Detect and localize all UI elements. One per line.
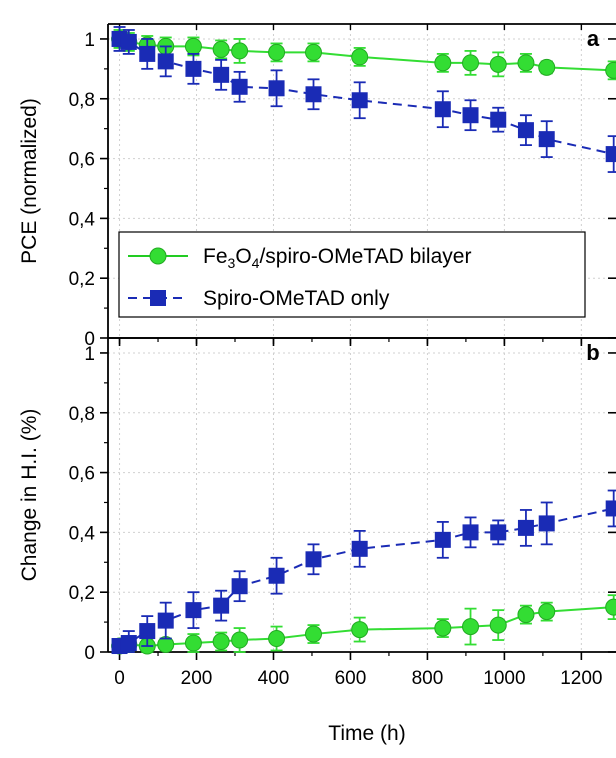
- panel-a-bilayer-point: [184, 37, 202, 55]
- chart-legend: Fe3O4/spiro-OMeTAD bilayer Spiro-OMeTAD …: [118, 231, 586, 318]
- panel-b-bilayer-point: [305, 625, 323, 643]
- panel-a-spiro-point: [538, 131, 555, 148]
- panel-a-spiro-point: [213, 66, 230, 83]
- panel-a-spiro-point: [157, 53, 174, 70]
- panel-a-spiro-point: [490, 111, 507, 128]
- panel-a-spiro-point: [605, 146, 616, 163]
- panel-b-ytick-label: 0,8: [69, 404, 95, 425]
- panel-a-spiro-point: [434, 101, 451, 118]
- panel-b-spiro-point: [213, 597, 230, 614]
- panel-a-bilayer-point: [434, 54, 452, 72]
- panel-a-bilayer-point: [212, 40, 230, 58]
- legend-spiro-label: Spiro-OMeTAD only: [203, 287, 390, 310]
- panel-b-bilayer-point: [212, 633, 230, 651]
- panel-a-bilayer-point: [462, 54, 480, 72]
- panel-b-xtick-label: 600: [335, 668, 367, 689]
- panel-b-spiro-point: [462, 524, 479, 541]
- panel-a-bilayer-point: [538, 58, 556, 76]
- panel-b-spiro-point: [157, 612, 174, 629]
- panel-b-bilayer-point: [351, 621, 369, 639]
- panel-a-bilayer-point: [305, 43, 323, 61]
- panel-a-spiro-point: [185, 60, 202, 77]
- legend-bilayer-label: Fe3O4/spiro-OMeTAD bilayer: [203, 245, 471, 271]
- panel-b-bilayer-point: [517, 606, 535, 624]
- panel-b-xtick-label: 0: [114, 668, 125, 689]
- panel-b-bilayer-point: [538, 603, 556, 621]
- panel-b-spiro-point: [434, 531, 451, 548]
- panel-a-spiro-point: [139, 45, 156, 62]
- panel-b-spiro-point: [268, 567, 285, 584]
- panel-b-bilayer-line: [119, 606, 614, 648]
- panel-b-spiro-point: [305, 551, 322, 568]
- panel-b-ylabel: Change in H.I. (%): [18, 409, 41, 582]
- panel-a-ytick-label: 0,6: [69, 150, 95, 171]
- panel-a-ylabel: PCE (normalized): [18, 98, 41, 264]
- panel-a-bilayer-point: [268, 43, 286, 61]
- legend-bilayer-sub4: 4: [252, 255, 260, 271]
- panel-b-label: b: [586, 340, 599, 365]
- panel-a-spiro-point: [305, 86, 322, 103]
- panel-b-spiro-line: [119, 507, 614, 647]
- panel-a-ytick-label: 0: [84, 329, 95, 350]
- panel-a-spiro-point: [462, 107, 479, 124]
- panel-a-bilayer-line: [119, 38, 614, 72]
- panel-b-ytick-label: 1: [84, 344, 95, 365]
- legend-bilayer-fe: Fe: [203, 245, 228, 268]
- panel-a-spiro-point: [120, 33, 137, 50]
- legend-spiro-marker: [150, 290, 166, 306]
- panel-a-spiro-point: [268, 80, 285, 97]
- panel-a-ytick-label: 1: [84, 30, 95, 51]
- legend-frame: [118, 231, 586, 318]
- panel-a-label: a: [587, 26, 600, 51]
- panel-b-xtick-label: 1000: [483, 668, 525, 689]
- panel-a-bilayer-point: [231, 42, 249, 60]
- panel-a-spiro-point: [517, 122, 534, 139]
- panel-a-spiro-line: [119, 38, 614, 156]
- panel-b-spiro-point: [517, 519, 534, 536]
- legend-bilayer-sub3: 3: [228, 255, 236, 271]
- panel-a-spiro-point: [231, 78, 248, 95]
- panel-b-bilayer-point: [462, 618, 480, 636]
- panel-b-ytick-label: 0,4: [69, 523, 96, 544]
- legend-bilayer-o: O: [235, 245, 251, 268]
- panel-a-ytick-label: 0,4: [69, 209, 96, 230]
- panel-a-ytick-label: 0,2: [69, 269, 95, 290]
- panel-b-xtick-label: 1200: [560, 668, 602, 689]
- panel-b-bilayer-point: [489, 616, 507, 634]
- panel-b-spiro-point: [538, 515, 555, 532]
- panel-b-bilayer-point: [605, 598, 616, 616]
- panel-b-xtick-label: 200: [181, 668, 213, 689]
- panel-b-xtick-label: 400: [258, 668, 290, 689]
- panel-a-bilayer-point: [605, 61, 616, 79]
- panel-b-bilayer-point: [434, 619, 452, 637]
- panel-b-ytick-label: 0: [84, 643, 95, 664]
- legend-bilayer-rest: /spiro-OMeTAD bilayer: [259, 245, 471, 268]
- panel-b-xtick-label: 800: [412, 668, 444, 689]
- panel-b-ytick-label: 0,6: [69, 464, 95, 485]
- legend-bilayer-marker: [149, 247, 167, 265]
- panel-b-spiro-point: [185, 602, 202, 619]
- panel-a-ytick-label: 0,8: [69, 90, 95, 111]
- panel-b-spiro-point: [605, 500, 616, 517]
- panel-a-bilayer-point: [517, 54, 535, 72]
- panel-a-bilayer-point: [351, 48, 369, 66]
- panel-b-ytick-label: 0,2: [69, 583, 95, 604]
- panel-b-xlabel: Time (h): [328, 722, 405, 745]
- panel-b-bilayer-point: [184, 634, 202, 652]
- panel-b-spiro-point: [139, 623, 156, 640]
- panel-b-spiro-point: [490, 524, 507, 541]
- panel-a-bilayer-point: [489, 55, 507, 73]
- panel-b-bilayer-point: [268, 630, 286, 648]
- panel-b-spiro-point: [351, 540, 368, 557]
- panel-b-spiro-point: [120, 635, 137, 652]
- panel-b-bilayer-point: [231, 631, 249, 649]
- panel-b-spiro-point: [231, 578, 248, 595]
- panel-a-spiro-point: [351, 92, 368, 109]
